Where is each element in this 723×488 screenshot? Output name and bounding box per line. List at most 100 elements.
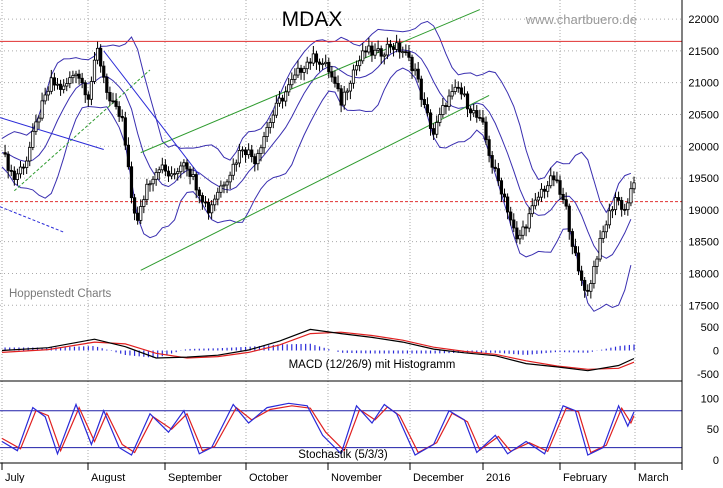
candle-body: [391, 46, 396, 50]
candle: [632, 176, 636, 194]
candle-body: [9, 170, 13, 172]
candle-body: [552, 175, 556, 181]
candle: [391, 42, 396, 57]
candle-body: [367, 45, 371, 53]
candle-body: [576, 252, 581, 272]
candle-body: [185, 162, 189, 170]
candle-body: [280, 97, 285, 102]
candle: [25, 156, 29, 174]
candle: [31, 123, 35, 151]
candle-body: [302, 68, 306, 73]
candle-body: [490, 155, 494, 168]
candle: [465, 91, 470, 118]
candle-body: [151, 178, 155, 185]
candle-body: [253, 156, 257, 165]
candle-body: [401, 51, 405, 54]
candle-body: [518, 234, 522, 240]
candle-body: [539, 188, 544, 198]
candle: [120, 109, 124, 122]
candle: [222, 181, 226, 194]
candle-body: [194, 174, 198, 191]
candle-body: [225, 181, 229, 186]
candle: [206, 198, 211, 220]
candle-body: [348, 82, 352, 92]
candle-body: [583, 279, 587, 291]
candle: [12, 166, 16, 186]
price-tick-label: 18000: [688, 268, 719, 280]
candle-body: [604, 224, 608, 233]
month-label: February: [563, 472, 608, 483]
candle-body: [530, 205, 534, 215]
candle-body: [555, 179, 559, 182]
candle: [407, 45, 411, 62]
candle: [287, 77, 291, 96]
candle-body: [58, 83, 63, 90]
candle-body: [373, 49, 377, 56]
candle-body: [74, 73, 78, 77]
candle-body: [40, 100, 44, 119]
macd-tick-label: 500: [701, 322, 719, 334]
candle: [616, 191, 621, 206]
candle: [55, 77, 60, 90]
candle-body: [305, 61, 309, 70]
candle: [15, 168, 20, 186]
candle: [367, 37, 371, 55]
candle-body: [231, 163, 235, 176]
trend-line-down-left: [0, 117, 104, 150]
candle: [102, 61, 106, 84]
candle-body: [21, 166, 26, 169]
candle-body: [487, 139, 491, 156]
candle: [182, 159, 186, 174]
candle: [607, 203, 611, 229]
candle-body: [77, 73, 81, 79]
candle-body: [536, 196, 541, 201]
candle-body: [592, 265, 596, 284]
candle-body: [200, 195, 204, 203]
stoch-k-line: [1, 402, 635, 456]
candle-body: [12, 170, 16, 180]
candle-body: [432, 128, 436, 135]
candle-body: [105, 76, 109, 93]
candle: [552, 171, 556, 187]
candle: [268, 117, 272, 134]
candle: [52, 72, 57, 91]
candle-body: [450, 91, 454, 97]
candle: [564, 192, 568, 210]
candle-body: [62, 85, 66, 90]
candle: [259, 144, 263, 162]
candle-body: [3, 152, 7, 155]
candle-body: [317, 61, 322, 65]
month-label: October: [249, 472, 288, 483]
candle-body: [527, 213, 531, 229]
candle: [555, 171, 559, 184]
candle: [142, 195, 146, 214]
candle-body: [43, 94, 47, 102]
price-tick-label: 19000: [688, 205, 719, 217]
candle-body: [586, 289, 590, 292]
candle: [496, 162, 500, 186]
candle: [151, 176, 155, 192]
candle-body: [573, 246, 578, 254]
candle: [77, 69, 81, 85]
price-tick-label: 19500: [688, 173, 719, 185]
candle: [139, 199, 143, 225]
month-label: December: [413, 472, 464, 483]
candle-body: [132, 197, 137, 214]
candle: [95, 41, 100, 65]
candle: [71, 70, 75, 84]
candle-body: [52, 77, 57, 86]
candle: [250, 144, 254, 163]
candle-body: [579, 270, 584, 281]
candle-body: [616, 197, 621, 201]
candle: [425, 97, 430, 117]
candle: [129, 161, 134, 204]
candle-body: [395, 42, 399, 50]
candle-body: [542, 188, 547, 192]
candle-body: [176, 171, 180, 174]
candle-body: [83, 82, 87, 96]
candle-body: [210, 204, 214, 214]
candle: [604, 220, 608, 239]
candle: [277, 90, 282, 107]
candle-body: [533, 199, 537, 207]
candle: [163, 159, 167, 177]
